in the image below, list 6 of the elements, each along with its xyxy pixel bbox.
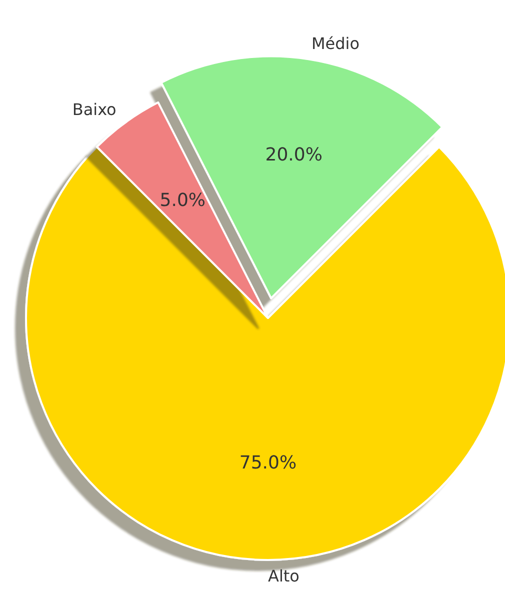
slice-label: Baixo [72,100,116,119]
data-label: 75.0% [239,452,297,474]
data-label: 20.0% [265,144,322,166]
data-label: 5.0% [160,190,206,212]
slice-label: Alto [268,566,300,586]
slice-label: Médio [311,34,360,53]
